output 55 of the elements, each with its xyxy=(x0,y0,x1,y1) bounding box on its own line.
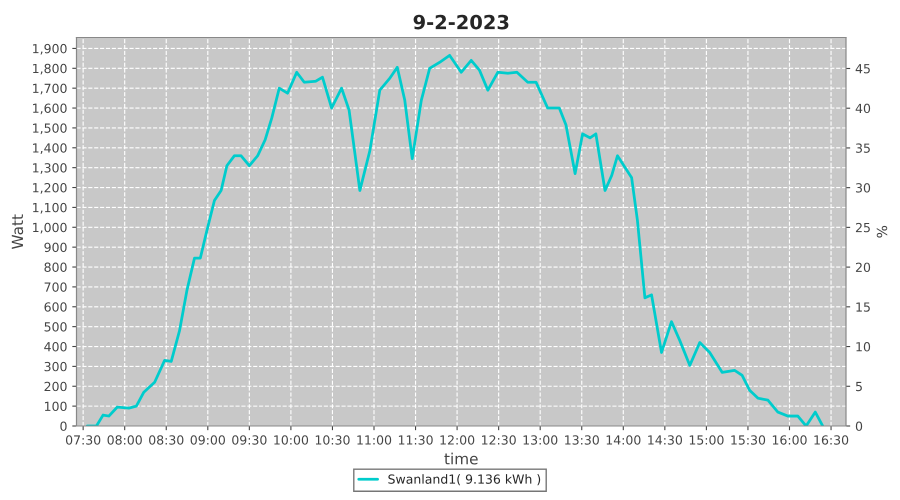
y2-tick-label: 30 xyxy=(856,183,870,193)
y-tick-label: 600 xyxy=(44,302,67,312)
y-tick-label: 1,200 xyxy=(33,183,67,194)
y2-tick-label: 45 xyxy=(856,64,870,74)
y-tick-label: 1,700 xyxy=(33,84,67,94)
x-tick-label: 15:30 xyxy=(731,435,766,445)
y-tick-label: 900 xyxy=(44,242,67,252)
x-tick-label: 12:30 xyxy=(482,435,516,445)
legend-label: Swanland1( 9.136 kWh ) xyxy=(388,474,540,486)
chart-title: 9-2-2023 xyxy=(414,14,508,30)
y2-tick-label: 10 xyxy=(856,342,870,352)
y-tick-label: 100 xyxy=(44,402,67,412)
x-tick-label: 16:00 xyxy=(772,435,807,445)
x-tick-label: 07:30 xyxy=(66,435,100,445)
x-tick-label: 13:00 xyxy=(524,435,558,445)
y2-tick-label: 20 xyxy=(856,262,870,272)
x-tick-label: 14:00 xyxy=(606,435,640,445)
y-tick-label: 1,900 xyxy=(33,44,67,55)
x-tick-label: 15:00 xyxy=(690,435,724,445)
x-tick-label: 08:30 xyxy=(149,435,184,445)
y2-tick-label: 40 xyxy=(856,104,870,114)
y-tick-label: 500 xyxy=(44,322,67,332)
y-tick-label: 1,100 xyxy=(33,202,67,214)
x-tick-label: 10:30 xyxy=(316,435,350,445)
y2-tick-label: 15 xyxy=(856,302,870,312)
x-axis-title: time xyxy=(444,452,478,465)
y-tick-label: 400 xyxy=(44,342,67,352)
y2-tick-label: 5 xyxy=(856,382,862,392)
x-tick-label: 12:00 xyxy=(440,435,474,445)
y2-tick-label: 35 xyxy=(856,143,870,153)
y2-axis-title: % xyxy=(876,226,888,238)
x-tick-label: 09:00 xyxy=(190,435,225,445)
y-tick-label: 700 xyxy=(44,282,67,292)
y-tick-label: 1,500 xyxy=(33,123,67,134)
x-tick-label: 08:00 xyxy=(108,435,142,445)
x-tick-label: 11:30 xyxy=(398,435,433,445)
y-tick-label: 1,400 xyxy=(33,143,67,154)
y-tick-label: 0 xyxy=(60,421,67,431)
y-tick-label: 800 xyxy=(44,262,67,272)
x-tick-label: 10:00 xyxy=(274,435,308,445)
x-tick-label: 13:30 xyxy=(565,435,599,445)
y-tick-label: 1,000 xyxy=(33,222,67,234)
y-tick-label: 1,300 xyxy=(33,163,67,174)
x-tick-label: 11:00 xyxy=(357,435,392,445)
line-series xyxy=(86,54,824,426)
x-tick-label: 14:30 xyxy=(648,435,682,445)
y-tick-label: 1,800 xyxy=(33,64,67,75)
y-tick-label: 1,600 xyxy=(33,104,67,114)
y-tick-label: 300 xyxy=(44,362,67,372)
x-tick-label: 16:30 xyxy=(814,435,848,445)
x-tick-label: 09:30 xyxy=(232,435,267,445)
y2-tick-label: 0 xyxy=(856,421,862,431)
y2-tick-label: 25 xyxy=(856,222,870,232)
y-tick-label: 200 xyxy=(44,382,67,392)
y-axis-title: Watt xyxy=(12,214,24,249)
